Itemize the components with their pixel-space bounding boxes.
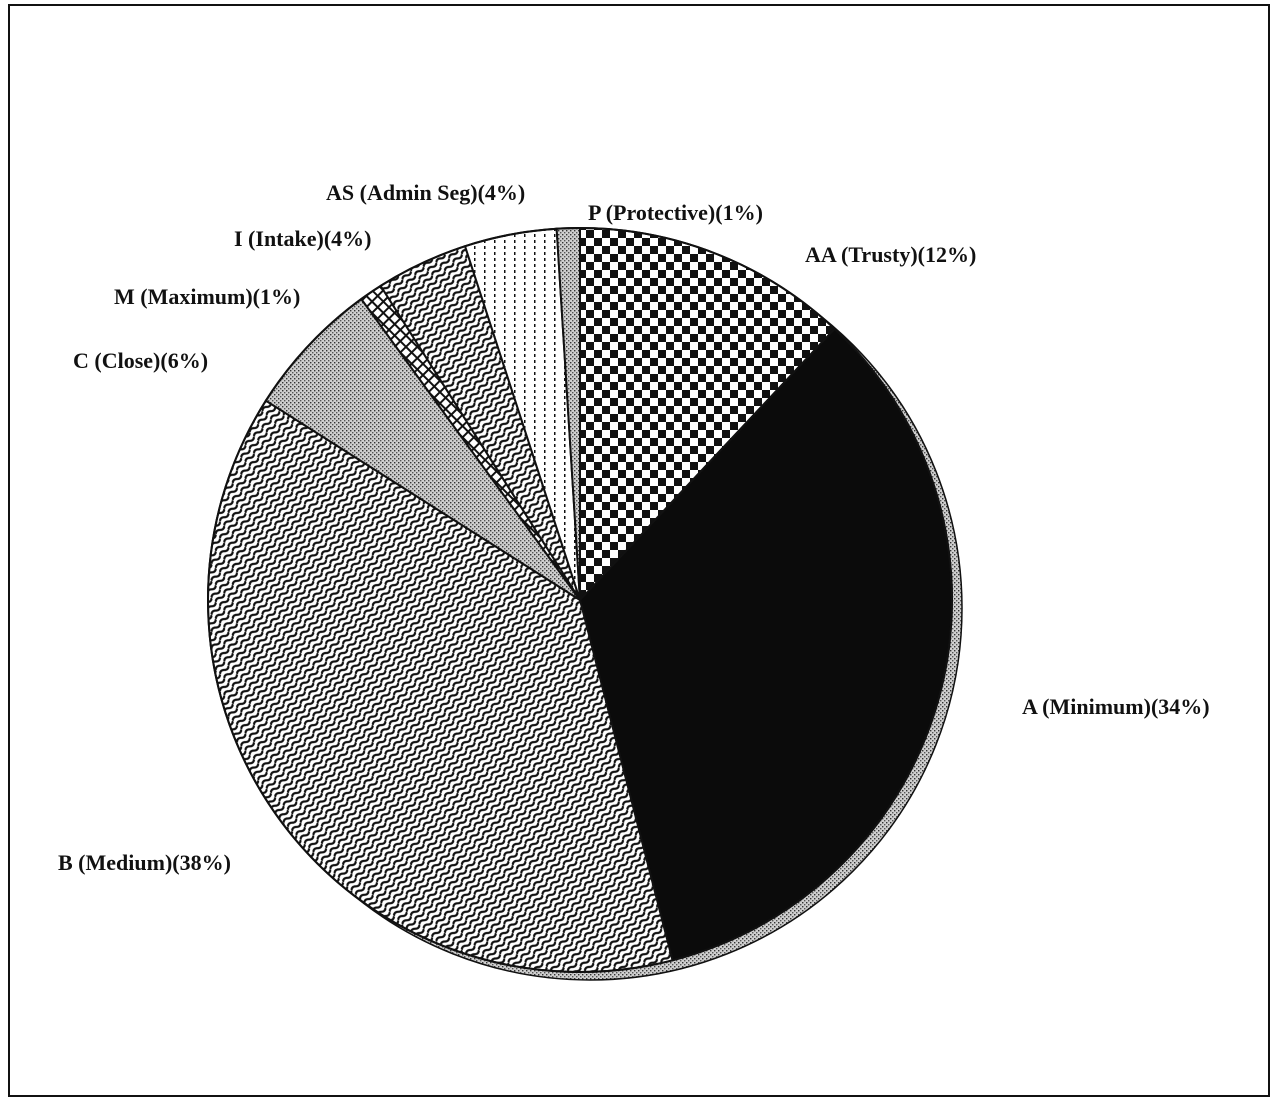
slice-label-a: A (Minimum)(34%) [1022,694,1210,719]
chart-frame: AA (Trusty)(12%) A (Minimum)(34%) B (Mediu… [8,4,1270,1097]
slice-label-m: M (Maximum)(1%) [114,284,300,309]
slice-label-p: P (Protective)(1%) [588,200,763,225]
slice-label-c: C (Close)(6%) [73,348,208,373]
slice-label-i: I (Intake)(4%) [234,226,372,251]
pie-outline [207,227,953,973]
slice-label-aa: AA (Trusty)(12%) [805,242,976,267]
pie-chart: AA (Trusty)(12%) A (Minimum)(34%) B (Mediu… [58,180,1210,981]
pie-labels: AA (Trusty)(12%) A (Minimum)(34%) B (Mediu… [58,180,1210,875]
pie-slices [207,226,953,973]
slice-label-as: AS (Admin Seg)(4%) [326,180,525,205]
slice-label-b: B (Medium)(38%) [58,850,231,875]
